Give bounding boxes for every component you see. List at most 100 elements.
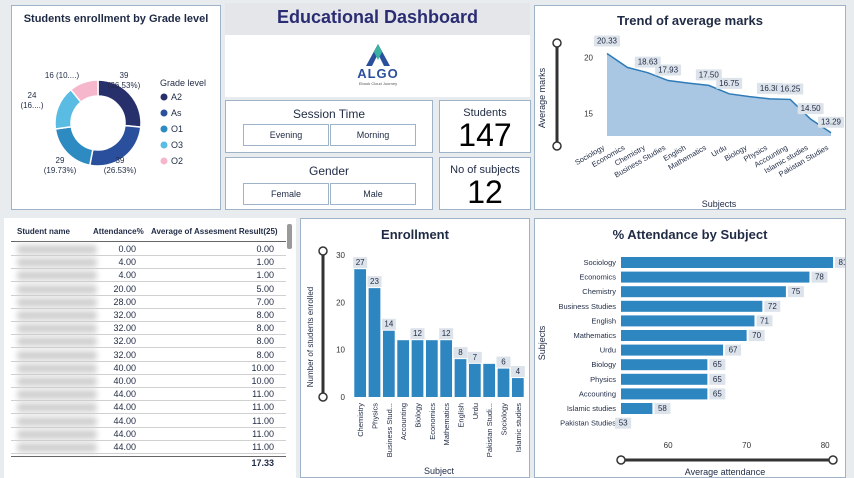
table-row[interactable]: 32.00 8.00	[11, 322, 286, 336]
table-row[interactable]: 32.00 8.00	[11, 335, 286, 349]
attendance-cell: 44.00	[113, 442, 136, 452]
donut-slice-o2	[69, 79, 99, 104]
table-row[interactable]: 4.00 1.00	[11, 256, 286, 270]
table-row[interactable]: 44.00 11.00	[11, 388, 286, 402]
enrollment-title: Enrollment	[381, 227, 449, 242]
table-row[interactable]: 44.00 11.00	[11, 401, 286, 415]
legend-item-as: As	[171, 108, 182, 118]
legend-dot-o1	[160, 125, 168, 133]
y-range-slider-handle	[552, 141, 562, 151]
y-tick-label: 30	[336, 251, 345, 260]
student-name-redacted	[17, 377, 97, 386]
session-morning-button[interactable]: Morning	[330, 124, 416, 146]
legend-dot-as	[160, 109, 168, 117]
trend-value-bg	[777, 83, 804, 95]
x-tick-label: Business Stud...	[385, 403, 394, 457]
enrollment-chart: 0 10 20 30 27 Chemistry 23 Physics 14 Business St…	[306, 246, 525, 476]
session-time-slicer: Session Time Evening Morning	[225, 100, 433, 153]
table-row[interactable]: 40.00 10.00	[11, 362, 286, 375]
enrollment-bar	[454, 359, 467, 397]
enrollment-bar	[511, 378, 524, 397]
trend-value-label: 17.50	[699, 70, 720, 79]
table-scrollbar[interactable]	[287, 224, 292, 249]
table-row[interactable]: 32.00 8.00	[11, 349, 286, 362]
header-assessment[interactable]: Average of Assesment Result(25)	[151, 227, 278, 236]
bar-value-bg	[709, 373, 726, 385]
attendance-bar	[621, 359, 708, 371]
y-tick-label: 20	[584, 53, 593, 62]
logo-mark-icon	[366, 44, 390, 66]
bar-value-label: 4	[516, 367, 521, 376]
bar-value-bg	[764, 300, 781, 312]
bar-value-bg	[748, 330, 765, 341]
donut-label: (26.53%)	[108, 81, 141, 90]
assessment-cell: 8.00	[256, 349, 274, 360]
trend-area	[607, 53, 831, 136]
enrollment-bar	[483, 363, 496, 397]
attendance-cell: 40.00	[113, 362, 136, 373]
table-row[interactable]: 28.00 7.00	[11, 296, 286, 309]
y-tick-label: Economics	[579, 273, 616, 282]
x-tick-label: Biology	[414, 403, 423, 428]
gender-male-button[interactable]: Male	[330, 183, 416, 205]
assessment-cell: 11.00	[252, 428, 274, 439]
table-row[interactable]: 40.00 10.00	[11, 375, 286, 388]
bar-value-label: 7	[473, 353, 478, 362]
enrollment-bar	[440, 340, 453, 397]
bar-value-label: 53	[619, 419, 628, 428]
y-tick-label: Physics	[590, 375, 616, 384]
bar-value-bg	[510, 366, 525, 378]
gender-label: Gender	[308, 164, 350, 178]
bar-value-label: 65	[713, 389, 722, 398]
table-row[interactable]: 32.00 8.00	[11, 309, 286, 322]
table-row[interactable]: 44.00 11.00	[11, 441, 286, 454]
table-row[interactable]: 0.00 0.00	[11, 243, 286, 256]
subjects-kpi-card: No of subjects 12	[439, 157, 531, 210]
student-name-redacted	[17, 258, 97, 268]
logo-tagline: Ebook Cloud Journey	[358, 81, 398, 86]
bar-value-label: 67	[729, 346, 738, 355]
attendance-chart: Sociology 81 Economics 78 Chemistry 75 Busines…	[537, 257, 845, 477]
bar-value-bg	[756, 315, 773, 327]
attendance-title: % Attendance by Subject	[612, 227, 768, 242]
assessment-cell: 11.00	[252, 389, 274, 400]
x-tick-label: Pakistan Studi...	[485, 403, 494, 457]
grade-donut-panel: Students enrollment by Grade level 39 (26…	[11, 5, 221, 210]
bar-value-label: 75	[791, 287, 800, 296]
bar-value-label: 6	[501, 358, 506, 367]
y-axis-label: Subjects	[537, 325, 547, 360]
enrollment-panel: Enrollment 0 10 20 30 27 Chemistry 23 Physics 14…	[300, 218, 530, 478]
attendance-cell: 32.00	[113, 310, 136, 320]
trend-value-label: 16.30	[760, 84, 781, 93]
bar-value-label: 71	[760, 316, 769, 325]
bar-value-bg	[709, 359, 726, 371]
header-student-name[interactable]: Student name	[17, 227, 70, 236]
assessment-cell: 8.00	[256, 323, 274, 334]
enrollment-bar	[411, 340, 424, 397]
gender-female-button[interactable]: Female	[243, 183, 329, 205]
bar-value-bg	[439, 328, 454, 340]
assessment-cell: 1.00	[256, 257, 274, 268]
donut-label: 39	[120, 71, 129, 80]
student-name-redacted	[17, 284, 97, 294]
logo: ALGO Ebook Cloud Journey	[343, 43, 413, 97]
donut-label: 29	[56, 156, 65, 165]
x-tick-label: Economics	[428, 403, 437, 440]
table-header: Student name Attendance% Average of Asse…	[11, 222, 286, 242]
table-row[interactable]: 20.00 5.00	[11, 283, 286, 296]
y-tick-label: Biology	[591, 360, 616, 369]
assessment-cell: 10.00	[251, 362, 274, 373]
attendance-cell: 32.00	[113, 349, 136, 360]
table-row[interactable]: 44.00 11.00	[11, 428, 286, 441]
x-axis-label: Average attendance	[685, 467, 765, 477]
legend-dot-a2	[160, 93, 168, 101]
table-row[interactable]: 4.00 1.00	[11, 269, 286, 283]
bar-value-bg	[787, 286, 804, 298]
bar-value-label: 65	[713, 375, 722, 384]
session-evening-button[interactable]: Evening	[243, 124, 329, 146]
logo-text: ALGO	[357, 66, 399, 81]
header-attendance[interactable]: Attendance%	[93, 227, 144, 236]
enrollment-bar	[397, 340, 410, 397]
trend-value-bg	[695, 69, 722, 81]
table-row[interactable]: 44.00 11.00	[11, 415, 286, 428]
